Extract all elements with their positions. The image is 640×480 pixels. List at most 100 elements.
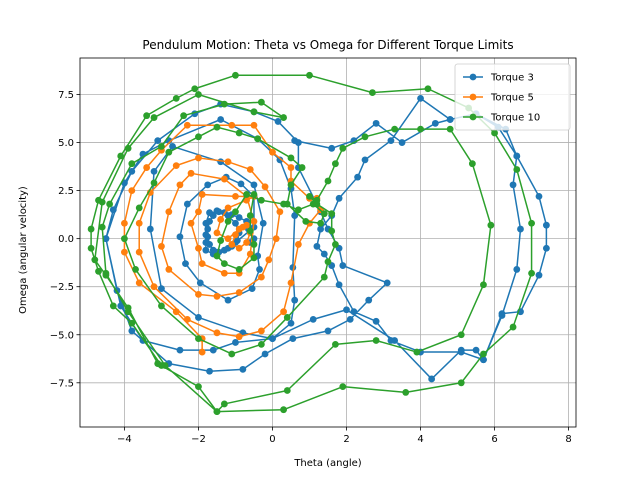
legend: Torque 3 Torque 5 Torque 10: [454, 63, 571, 131]
data-point: [328, 210, 336, 218]
data-point: [106, 200, 114, 208]
data-point: [235, 214, 243, 221]
data-point: [202, 239, 210, 246]
data-point: [235, 333, 243, 341]
data-point: [213, 123, 221, 131]
data-point: [135, 248, 143, 256]
data-point: [204, 181, 212, 189]
data-point: [280, 308, 287, 316]
data-point: [248, 285, 256, 293]
data-point: [172, 162, 180, 170]
data-point: [169, 143, 176, 150]
data-point: [150, 283, 158, 291]
y-tick-label: −5.0: [50, 330, 74, 341]
data-point: [372, 337, 380, 344]
data-point: [446, 116, 454, 123]
data-point: [498, 310, 506, 318]
y-tick-label: −7.5: [50, 378, 74, 389]
data-point: [339, 144, 347, 152]
data-point: [117, 302, 125, 310]
data-point: [132, 266, 139, 273]
data-point: [328, 144, 336, 152]
data-point: [387, 337, 395, 344]
data-point: [158, 143, 165, 150]
data-point: [232, 219, 239, 227]
data-point: [372, 119, 380, 127]
data-point: [542, 221, 550, 229]
data-point: [535, 192, 543, 200]
data-point: [391, 125, 399, 133]
data-point: [276, 156, 284, 164]
data-point: [239, 365, 247, 373]
data-point: [228, 241, 236, 248]
x-tick-label: 6: [491, 434, 497, 445]
data-point: [335, 194, 343, 202]
data-point: [109, 302, 117, 310]
series-line: [90, 74, 533, 413]
data-point: [196, 279, 204, 287]
data-point: [176, 346, 184, 354]
data-point: [195, 208, 202, 216]
data-point: [202, 219, 210, 227]
data-point: [274, 118, 282, 125]
data-point: [198, 348, 206, 356]
data-point: [328, 227, 336, 235]
data-point: [102, 235, 110, 243]
data-point: [183, 200, 191, 208]
data-point: [287, 154, 295, 162]
data-point: [235, 266, 243, 273]
data-point: [383, 279, 391, 287]
data-point: [509, 323, 517, 331]
data-point: [213, 408, 221, 416]
data-point: [235, 244, 243, 252]
data-point: [124, 304, 132, 312]
data-point: [224, 204, 232, 212]
plot-series: [87, 71, 550, 416]
data-point: [232, 71, 239, 79]
series-3: [87, 71, 535, 416]
data-point: [121, 248, 128, 256]
data-point: [517, 225, 524, 233]
data-point: [272, 235, 280, 243]
data-point: [213, 329, 221, 337]
data-point: [158, 362, 165, 369]
data-point: [509, 181, 517, 189]
data-point: [254, 135, 262, 143]
data-point: [480, 356, 487, 364]
y-tick-label: 7.5: [58, 90, 74, 101]
data-point: [195, 383, 202, 391]
data-point: [269, 148, 276, 156]
data-point: [413, 348, 421, 356]
data-point: [246, 227, 254, 235]
x-tick-label: 4: [417, 434, 423, 445]
data-point: [195, 154, 202, 162]
data-point: [320, 273, 328, 281]
x-tick-label: 2: [343, 434, 349, 445]
data-point: [224, 296, 232, 304]
data-point: [87, 244, 95, 252]
data-point: [335, 281, 343, 289]
data-point: [250, 121, 258, 129]
x-tick-label: −2: [191, 434, 206, 445]
data-point: [291, 296, 299, 304]
data-point: [468, 160, 476, 168]
data-point: [287, 164, 295, 171]
data-point: [287, 279, 295, 287]
data-point: [309, 315, 317, 323]
axes-frame: [79, 57, 577, 428]
data-point: [428, 375, 436, 383]
data-point: [280, 406, 287, 414]
data-point: [361, 156, 369, 164]
legend-marker: [469, 73, 477, 81]
data-point: [224, 217, 232, 225]
data-point: [191, 85, 199, 93]
data-point: [317, 225, 324, 233]
data-point: [180, 112, 188, 120]
data-point: [213, 292, 221, 300]
data-point: [283, 200, 291, 208]
data-point: [372, 317, 380, 325]
data-point: [215, 208, 223, 216]
data-point: [154, 137, 162, 145]
data-point: [417, 94, 424, 102]
